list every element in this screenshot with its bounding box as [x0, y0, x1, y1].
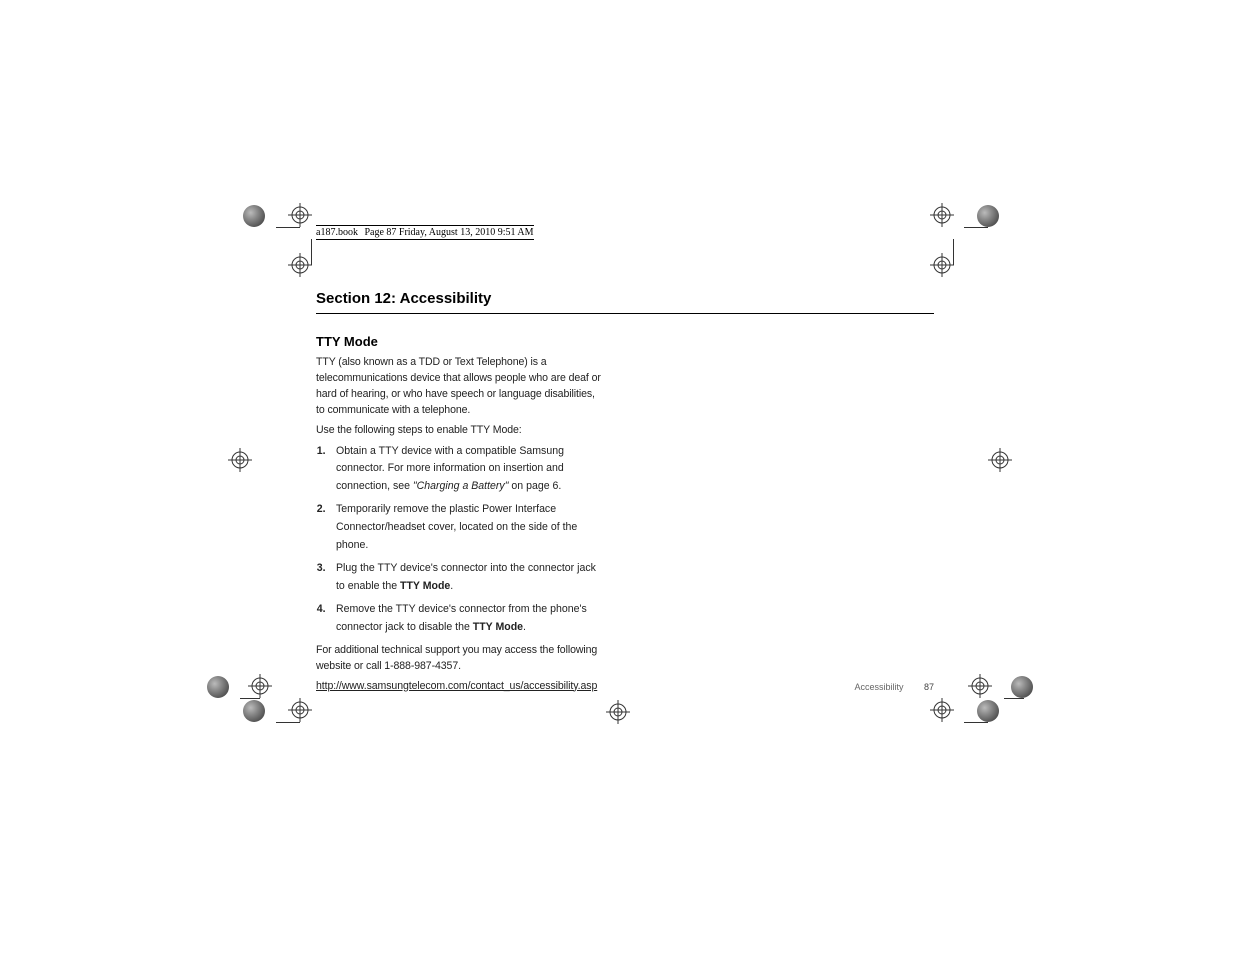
page-footer: Accessibility 87 [854, 682, 934, 692]
registration-mark-icon [228, 448, 252, 472]
crop-connector-line [1004, 698, 1024, 699]
support-link-line: http://www.samsungtelecom.com/contact_us… [316, 679, 604, 695]
crop-connector-line [953, 239, 954, 265]
accessibility-url-link[interactable]: http://www.samsungtelecom.com/contact_us… [316, 680, 597, 692]
crop-connector-line [276, 227, 300, 228]
step-reference: "Charging a Battery" [413, 480, 509, 492]
page-frame: a187.book Page 87 Friday, August 13, 201… [316, 222, 934, 710]
step-item: Remove the TTY device's connector from t… [336, 601, 605, 636]
section-title: Section 12: Accessibility [316, 290, 934, 314]
support-paragraph: For additional technical support you may… [316, 643, 604, 675]
book-filename: a187.book [316, 227, 358, 238]
lead-paragraph: Use the following steps to enable TTY Mo… [316, 423, 604, 439]
step-text: Plug the TTY device's connector into the… [336, 562, 596, 592]
crop-sphere-icon [977, 700, 999, 722]
crop-connector-line [276, 722, 300, 723]
running-header: a187.book Page 87 Friday, August 13, 201… [316, 225, 534, 240]
step-bold: TTY Mode [473, 621, 523, 633]
crop-connector-line [964, 722, 988, 723]
registration-mark-icon [288, 203, 312, 227]
crop-sphere-icon [1011, 676, 1033, 698]
crop-sphere-icon [243, 700, 265, 722]
footer-page-number: 87 [924, 682, 934, 692]
crop-connector-line [964, 227, 988, 228]
registration-mark-icon [988, 448, 1012, 472]
step-text-post: . [450, 580, 453, 592]
crop-connector-line [311, 239, 312, 265]
step-text: Temporarily remove the plastic Power Int… [336, 503, 577, 550]
step-item: Obtain a TTY device with a compatible Sa… [336, 443, 605, 496]
registration-mark-icon [248, 674, 272, 698]
crop-sphere-icon [243, 205, 265, 227]
steps-list: Obtain a TTY device with a compatible Sa… [336, 443, 616, 637]
step-text: Remove the TTY device's connector from t… [336, 603, 587, 633]
registration-mark-icon [288, 698, 312, 722]
step-text-post: . [523, 621, 526, 633]
registration-mark-icon [968, 674, 992, 698]
step-bold: TTY Mode [400, 580, 450, 592]
registration-mark-icon [288, 253, 312, 277]
crop-sphere-icon [977, 205, 999, 227]
crop-sphere-icon [207, 676, 229, 698]
section-subtitle: TTY Mode [316, 334, 934, 349]
crop-connector-line [240, 698, 260, 699]
step-item: Plug the TTY device's connector into the… [336, 560, 605, 595]
body-column: TTY (also known as a TDD or Text Telepho… [316, 355, 616, 694]
step-item: Temporarily remove the plastic Power Int… [336, 501, 605, 554]
footer-label: Accessibility [854, 682, 903, 692]
step-text-post: on page 6. [508, 480, 561, 492]
intro-paragraph: TTY (also known as a TDD or Text Telepho… [316, 355, 604, 419]
header-page-info: Page 87 Friday, August 13, 2010 9:51 AM [364, 227, 533, 238]
